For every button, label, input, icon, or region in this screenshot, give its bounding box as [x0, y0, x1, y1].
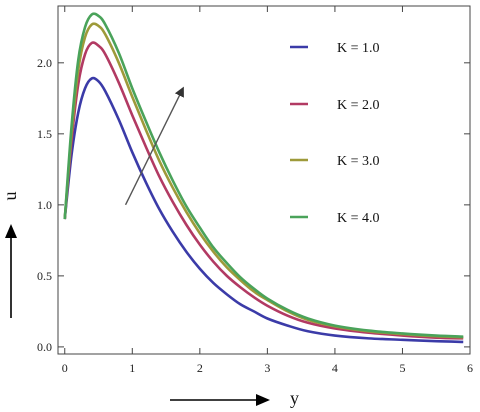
x-tick-label: 1	[129, 361, 135, 375]
x-tick-label: 6	[467, 361, 473, 375]
series-lines	[63, 12, 464, 344]
y-tick-label: 1.0	[37, 198, 52, 212]
series-line-k4	[63, 12, 464, 338]
y-tick-label: 1.5	[37, 127, 52, 141]
x-tick-label: 4	[332, 361, 338, 375]
legend-label: K = 1.0	[337, 41, 380, 56]
y-tick-label: 2.0	[37, 56, 52, 70]
y-tick-label: 0.0	[37, 340, 52, 354]
legend-label: K = 4.0	[337, 211, 380, 226]
trend-arrow	[124, 86, 184, 206]
legend-label: K = 2.0	[337, 98, 380, 113]
series-line-k1	[63, 76, 464, 344]
y-axis-label: u	[0, 192, 20, 201]
legend: K = 1.0 K = 2.0 K = 3.0 K = 4.0	[290, 41, 380, 226]
plot-frame	[57, 5, 471, 355]
x-tick-label: 0	[62, 361, 68, 375]
x-tick-label: 5	[399, 361, 405, 375]
axis-tick-labels: 0 1 2 3 4 5 6 0.0 0.5 1.0 1.5 2.0	[37, 56, 473, 375]
x-axis-label: y	[290, 388, 299, 408]
x-tick-label: 3	[264, 361, 270, 375]
axis-ticks	[58, 6, 471, 354]
x-tick-label: 2	[197, 361, 203, 375]
series-line-k2	[63, 41, 464, 340]
y-tick-label: 0.5	[37, 269, 52, 283]
legend-label: K = 3.0	[337, 154, 380, 169]
